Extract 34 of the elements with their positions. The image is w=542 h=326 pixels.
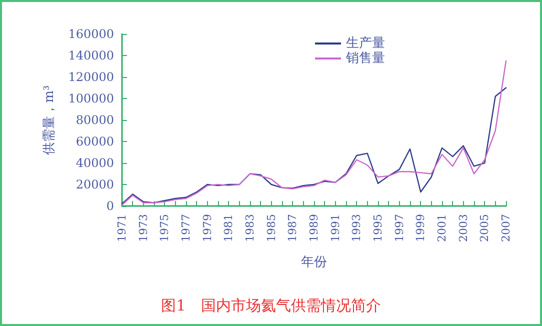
x-tick-label: 1985 — [264, 214, 278, 242]
y-tick-label: 0 — [106, 199, 114, 213]
x-tick-label: 1975 — [158, 214, 172, 242]
y-tick-label: 20000 — [76, 178, 114, 192]
y-tick-label: 160000 — [68, 27, 114, 41]
y-axis-title: 供需量，m³ — [42, 85, 57, 155]
text: 图1 国内市场氦气供需情况简介 — [161, 296, 381, 314]
y-tick-label: 80000 — [76, 113, 114, 127]
x-tick-label: 1981 — [222, 214, 236, 242]
y-tick-label: 100000 — [68, 92, 114, 106]
x-tick-label: 1989 — [308, 214, 320, 242]
x-tick-label: 1993 — [350, 214, 364, 242]
x-tick-label: 1987 — [286, 214, 300, 242]
y-tick-label: 60000 — [76, 134, 114, 148]
x-tick-label: 1991 — [328, 214, 342, 242]
x-tick-label: 1983 — [244, 214, 256, 242]
x-tick-label: 1973 — [136, 214, 150, 242]
x-tick-label: 2005 — [478, 214, 492, 242]
legend-label: 销售量 — [345, 51, 385, 66]
legend-label: 生产量 — [346, 36, 385, 51]
x-tick-label: 1995 — [372, 214, 384, 242]
x-tick-label: 1999 — [414, 214, 428, 242]
x-axis-title: 年份 — [301, 255, 327, 270]
x-tick-label: 2003 — [456, 214, 470, 242]
x-tick-label: 2007 — [500, 214, 512, 242]
y-tick-label: 120000 — [68, 70, 114, 84]
x-tick-label: 1977 — [180, 214, 192, 242]
x-tick-label: 2001 — [436, 214, 448, 242]
y-tick-label: 40000 — [76, 156, 114, 170]
x-tick-label: 1971 — [116, 214, 128, 242]
x-tick-label: 1979 — [200, 214, 214, 242]
line-series — [121, 87, 507, 204]
x-tick-label: 1997 — [392, 214, 406, 242]
y-tick-label: 140000 — [68, 48, 114, 62]
